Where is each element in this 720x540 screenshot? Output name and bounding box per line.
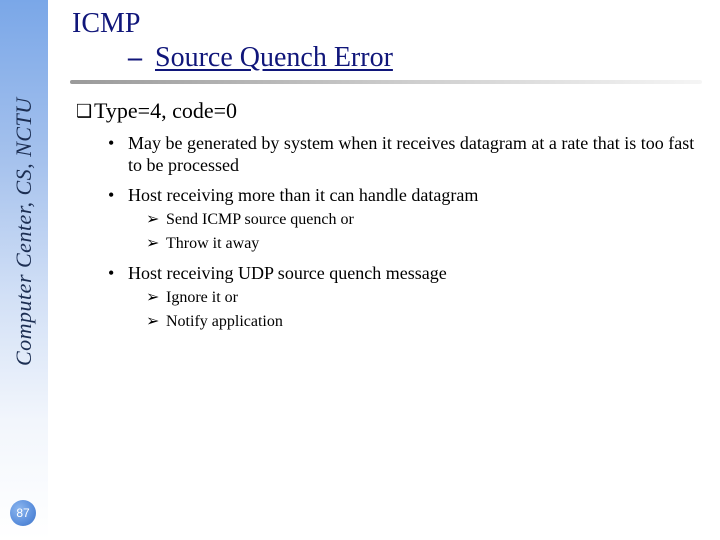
title-line-1: ICMP <box>70 8 702 40</box>
title-line-2: – Source Quench Error <box>70 42 702 74</box>
bullet-text: Ignore it or <box>166 288 238 308</box>
bullet-lvl3: ➢ Throw it away <box>70 234 702 254</box>
bullet-text: Notify application <box>166 312 283 332</box>
bullet-text: Throw it away <box>166 234 259 254</box>
arrow-bullet-icon: ➢ <box>146 234 166 254</box>
bullet-text: Send ICMP source quench or <box>166 210 354 230</box>
arrow-bullet-icon: ➢ <box>146 288 166 308</box>
body-text: ❑ Type=4, code=0 • May be generated by s… <box>70 98 702 332</box>
bullet-lvl3: ➢ Send ICMP source quench or <box>70 210 702 230</box>
bullet-text: Host receiving more than it can handle d… <box>128 184 478 206</box>
dot-bullet-icon: • <box>108 132 128 154</box>
bullet-text: May be generated by system when it recei… <box>128 132 702 176</box>
square-bullet-icon: ❑ <box>76 98 94 124</box>
page-number: 87 <box>16 506 29 520</box>
bullet-lvl3: ➢ Ignore it or <box>70 288 702 308</box>
bullet-lvl1: ❑ Type=4, code=0 <box>70 98 702 124</box>
page-number-badge: 87 <box>10 500 36 526</box>
bullet-text: Host receiving UDP source quench message <box>128 262 447 284</box>
bullet-lvl2: • Host receiving UDP source quench messa… <box>70 262 702 284</box>
bullet-lvl2: • May be generated by system when it rec… <box>70 132 702 176</box>
slide-page: Computer Center, CS, NCTU 87 ICMP – Sour… <box>0 0 720 540</box>
dot-bullet-icon: • <box>108 184 128 206</box>
content-area: ICMP – Source Quench Error ❑ Type=4, cod… <box>70 8 702 332</box>
bullet-lvl2: • Host receiving more than it can handle… <box>70 184 702 206</box>
sidebar-label: Computer Center, CS, NCTU <box>8 6 40 366</box>
title-subtitle: Source Quench Error <box>155 42 393 73</box>
bullet-text: Type=4, code=0 <box>94 98 237 124</box>
bullet-lvl3: ➢ Notify application <box>70 312 702 332</box>
title-divider <box>70 80 702 84</box>
arrow-bullet-icon: ➢ <box>146 312 166 332</box>
dot-bullet-icon: • <box>108 262 128 284</box>
arrow-bullet-icon: ➢ <box>146 210 166 230</box>
title-dash: – <box>128 42 142 73</box>
